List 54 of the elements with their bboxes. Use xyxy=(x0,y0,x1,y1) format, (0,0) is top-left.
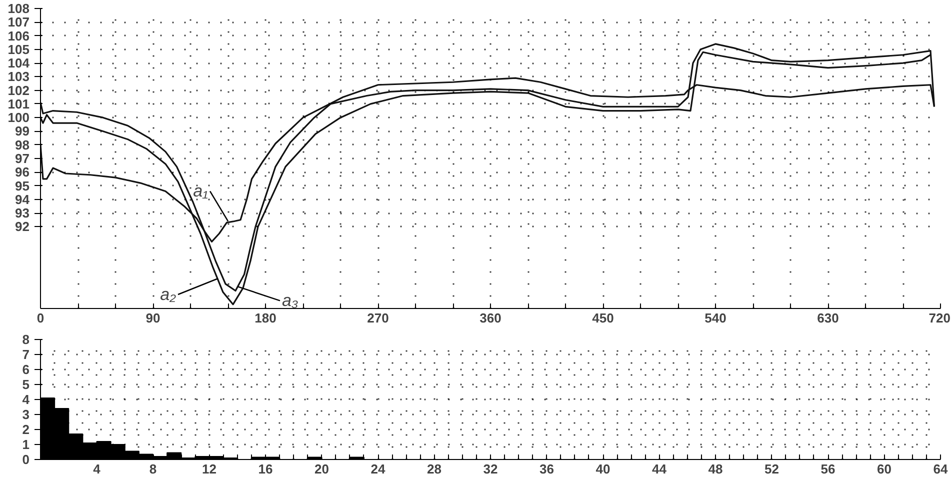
y-tick-label: 1 xyxy=(22,437,30,452)
y-tick-label: 93 xyxy=(15,206,30,221)
x-tick-label: 48 xyxy=(708,462,723,476)
y-tick-label: 7 xyxy=(22,347,30,362)
x-tick-label: 8 xyxy=(149,462,157,476)
x-tick-label: 630 xyxy=(817,310,839,326)
x-tick-label: 0 xyxy=(36,310,44,326)
y-tick-label: 2 xyxy=(22,422,30,437)
x-tick-label: 52 xyxy=(764,462,779,476)
y-tick-label: 6 xyxy=(22,362,30,377)
y-tick-label: 8 xyxy=(22,332,30,347)
x-tick-label: 540 xyxy=(704,310,726,326)
x-tick-label: 16 xyxy=(258,462,273,476)
x-tick-label: 4 xyxy=(93,462,102,476)
x-tick-label: 36 xyxy=(540,462,554,476)
y-tick-label: 105 xyxy=(8,42,30,57)
x-tick-label: 360 xyxy=(480,310,502,326)
y-tick-label: 101 xyxy=(8,96,30,112)
x-tick-label: 270 xyxy=(367,310,389,326)
x-tick-label: 56 xyxy=(820,462,836,476)
y-tick-label: 96 xyxy=(15,164,30,180)
x-tick-label: 60 xyxy=(877,462,892,476)
x-tick-label: 24 xyxy=(370,462,386,476)
y-tick-label: 103 xyxy=(8,69,30,84)
annotation: a₁ xyxy=(193,182,208,201)
y-tick-label: 3 xyxy=(22,407,30,422)
annotation: a₂ xyxy=(160,285,177,304)
x-tick-label: 20 xyxy=(314,462,329,476)
x-tick-label: 720 xyxy=(928,310,951,326)
x-tick-label: 64 xyxy=(933,462,948,476)
y-tick-label: 98 xyxy=(15,137,30,152)
x-tick-label: 90 xyxy=(146,310,160,326)
y-tick-label: 102 xyxy=(8,82,30,98)
y-tick-label: 106 xyxy=(8,28,30,44)
y-tick-label: 97 xyxy=(15,151,30,166)
x-tick-label: 44 xyxy=(652,462,668,476)
x-tick-label: 180 xyxy=(254,310,276,326)
annotation: a₃ xyxy=(282,291,298,310)
y-tick-label: 99 xyxy=(15,124,30,139)
y-tick-label: 0 xyxy=(22,452,30,467)
x-tick-label: 32 xyxy=(483,462,498,476)
x-tick-label: 28 xyxy=(427,462,442,476)
y-tick-label: 92 xyxy=(15,219,30,234)
y-tick-label: 4 xyxy=(22,392,30,407)
y-tick-label: 5 xyxy=(22,377,30,392)
y-tick-label: 107 xyxy=(8,14,30,30)
x-tick-label: 12 xyxy=(202,462,216,476)
y-tick-label: 94 xyxy=(15,192,30,207)
x-tick-label: 40 xyxy=(596,462,610,476)
y-tick-label: 100 xyxy=(8,110,30,126)
x-tick-label: 450 xyxy=(592,310,614,326)
y-tick-label: 95 xyxy=(15,178,30,194)
y-tick-label: 104 xyxy=(8,56,30,71)
y-tick-label: 108 xyxy=(8,1,30,16)
